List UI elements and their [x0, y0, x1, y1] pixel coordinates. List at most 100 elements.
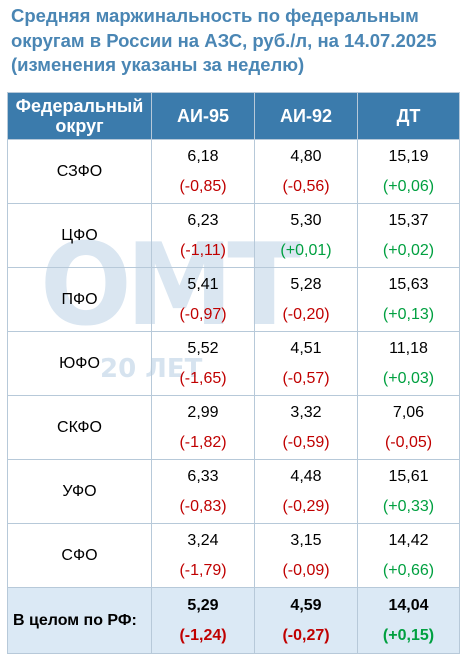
dt-change: (-0,05) [384, 433, 433, 451]
ai95-value: 5,41 [187, 275, 219, 293]
table-row: СФО 3,24 (-1,79) 3,15 (-0,09) 14,42 (+0,66) [7, 523, 460, 588]
table-row: СЗФО 6,18 (-0,85) 4,80 (-0,56) 15,19 (+0,06) [7, 139, 460, 204]
title-line-1: Средняя маржинальность по федеральным [11, 5, 419, 26]
dt-change: (+0,33) [382, 497, 435, 515]
ai92-cell: 4,59 (-0,27) [254, 587, 358, 654]
ai92-value: 3,15 [290, 531, 322, 549]
ai92-value: 3,32 [290, 403, 322, 421]
dt-value: 15,61 [388, 467, 429, 485]
dt-cell: 11,18 (+0,03) [357, 331, 460, 396]
ai92-cell: 4,80 (-0,56) [254, 139, 358, 204]
header-district-line2: округ [55, 116, 104, 136]
dt-change: (+0,02) [382, 241, 435, 259]
ai95-change: (-0,97) [179, 305, 227, 323]
table-row: ЮФО 5,52 (-1,65) 4,51 (-0,57) 11,18 (+0,03) [7, 331, 460, 396]
ai95-cell: 5,41 (-0,97) [151, 267, 255, 332]
ai95-value: 3,24 [187, 531, 219, 549]
district-name: В целом по РФ: [7, 587, 152, 654]
district-name: ЦФО [7, 203, 152, 268]
header-dt: ДТ [357, 92, 460, 140]
dt-value: 15,19 [388, 147, 429, 165]
district-name: УФО [7, 459, 152, 524]
table-row: СКФО 2,99 (-1,82) 3,32 (-0,59) 7,06 (-0,05) [7, 395, 460, 460]
ai92-cell: 4,48 (-0,29) [254, 459, 358, 524]
district-name: СФО [7, 523, 152, 588]
title-line-3: (изменения указаны за неделю) [11, 54, 305, 75]
header-district-line1: Федеральный [15, 96, 144, 116]
ai95-cell: 2,99 (-1,82) [151, 395, 255, 460]
dt-change: (+0,13) [382, 305, 435, 323]
ai95-value: 6,33 [187, 467, 219, 485]
ai95-value: 6,23 [187, 211, 219, 229]
ai92-cell: 5,30 (+0,01) [254, 203, 358, 268]
ai92-value: 4,80 [290, 147, 322, 165]
dt-cell: 15,19 (+0,06) [357, 139, 460, 204]
dt-cell: 15,63 (+0,13) [357, 267, 460, 332]
page-title: Средняя маржинальность по федеральным ок… [11, 4, 461, 78]
ai92-value: 4,48 [290, 467, 322, 485]
ai95-change: (-0,85) [179, 177, 227, 195]
ai92-value: 4,59 [290, 596, 322, 614]
table-row: ЦФО 6,23 (-1,11) 5,30 (+0,01) 15,37 (+0,02) [7, 203, 460, 268]
ai92-change: (-0,27) [282, 626, 330, 644]
table-total-row: В целом по РФ: 5,29 (-1,24) 4,59 (-0,27) 14,0… [7, 587, 460, 654]
ai92-cell: 4,51 (-0,57) [254, 331, 358, 396]
ai92-cell: 5,28 (-0,20) [254, 267, 358, 332]
ai95-value: 5,52 [187, 339, 219, 357]
table-row: УФО 6,33 (-0,83) 4,48 (-0,29) 15,61 (+0,33) [7, 459, 460, 524]
ai95-value: 2,99 [187, 403, 219, 421]
ai92-change: (-0,09) [282, 561, 330, 579]
dt-value: 11,18 [389, 339, 428, 357]
ai92-change: (-0,20) [282, 305, 330, 323]
ai95-cell: 6,33 (-0,83) [151, 459, 255, 524]
dt-change: (+0,06) [382, 177, 435, 195]
ai95-change: (-0,83) [179, 497, 227, 515]
ai92-value: 5,30 [290, 211, 322, 229]
district-name: ПФО [7, 267, 152, 332]
ai92-change: (+0,01) [280, 241, 332, 259]
ai95-value: 5,29 [187, 596, 219, 614]
ai92-change: (-0,56) [282, 177, 330, 195]
ai95-cell: 5,29 (-1,24) [151, 587, 255, 654]
district-name: ЮФО [7, 331, 152, 396]
ai92-cell: 3,15 (-0,09) [254, 523, 358, 588]
ai95-change: (-1,82) [179, 433, 227, 451]
title-line-2: округам в России на АЗС, руб./л, на 14.0… [11, 29, 437, 51]
ai95-change: (-1,79) [179, 561, 227, 579]
header-ai92: АИ-92 [254, 92, 358, 140]
dt-cell: 14,42 (+0,66) [357, 523, 460, 588]
dt-value: 14,42 [388, 531, 429, 549]
ai95-change: (-1,65) [179, 369, 227, 387]
ai92-value: 5,28 [290, 275, 322, 293]
dt-change: (+0,03) [382, 369, 435, 387]
ai95-change: (-1,24) [179, 626, 227, 644]
dt-cell: 15,61 (+0,33) [357, 459, 460, 524]
dt-value: 14,04 [388, 596, 429, 614]
dt-cell: 15,37 (+0,02) [357, 203, 460, 268]
ai95-value: 6,18 [187, 147, 219, 165]
ai95-change: (-1,11) [180, 241, 226, 259]
district-name: СКФО [7, 395, 152, 460]
ai95-cell: 6,23 (-1,11) [151, 203, 255, 268]
district-name: СЗФО [7, 139, 152, 204]
ai92-change: (-0,29) [282, 497, 330, 515]
table-row: ПФО 5,41 (-0,97) 5,28 (-0,20) 15,63 (+0,13) [7, 267, 460, 332]
dt-value: 7,06 [392, 403, 425, 421]
dt-change: (+0,66) [382, 561, 435, 579]
ai95-cell: 6,18 (-0,85) [151, 139, 255, 204]
ai92-change: (-0,59) [282, 433, 330, 451]
dt-value: 15,63 [388, 275, 429, 293]
ai95-cell: 3,24 (-1,79) [151, 523, 255, 588]
table-header-row: Федеральный округ АИ-95 АИ-92 ДТ [7, 92, 460, 140]
dt-cell: 14,04 (+0,15) [357, 587, 460, 654]
header-district: Федеральный округ [7, 92, 152, 140]
header-ai95: АИ-95 [151, 92, 255, 140]
margin-table: Федеральный округ АИ-95 АИ-92 ДТ СЗФО 6,1… [7, 92, 460, 654]
dt-value: 15,37 [388, 211, 429, 229]
ai95-cell: 5,52 (-1,65) [151, 331, 255, 396]
dt-change: (+0,15) [382, 626, 435, 644]
ai92-value: 4,51 [290, 339, 322, 357]
ai92-change: (-0,57) [282, 369, 330, 387]
ai92-cell: 3,32 (-0,59) [254, 395, 358, 460]
dt-cell: 7,06 (-0,05) [357, 395, 460, 460]
